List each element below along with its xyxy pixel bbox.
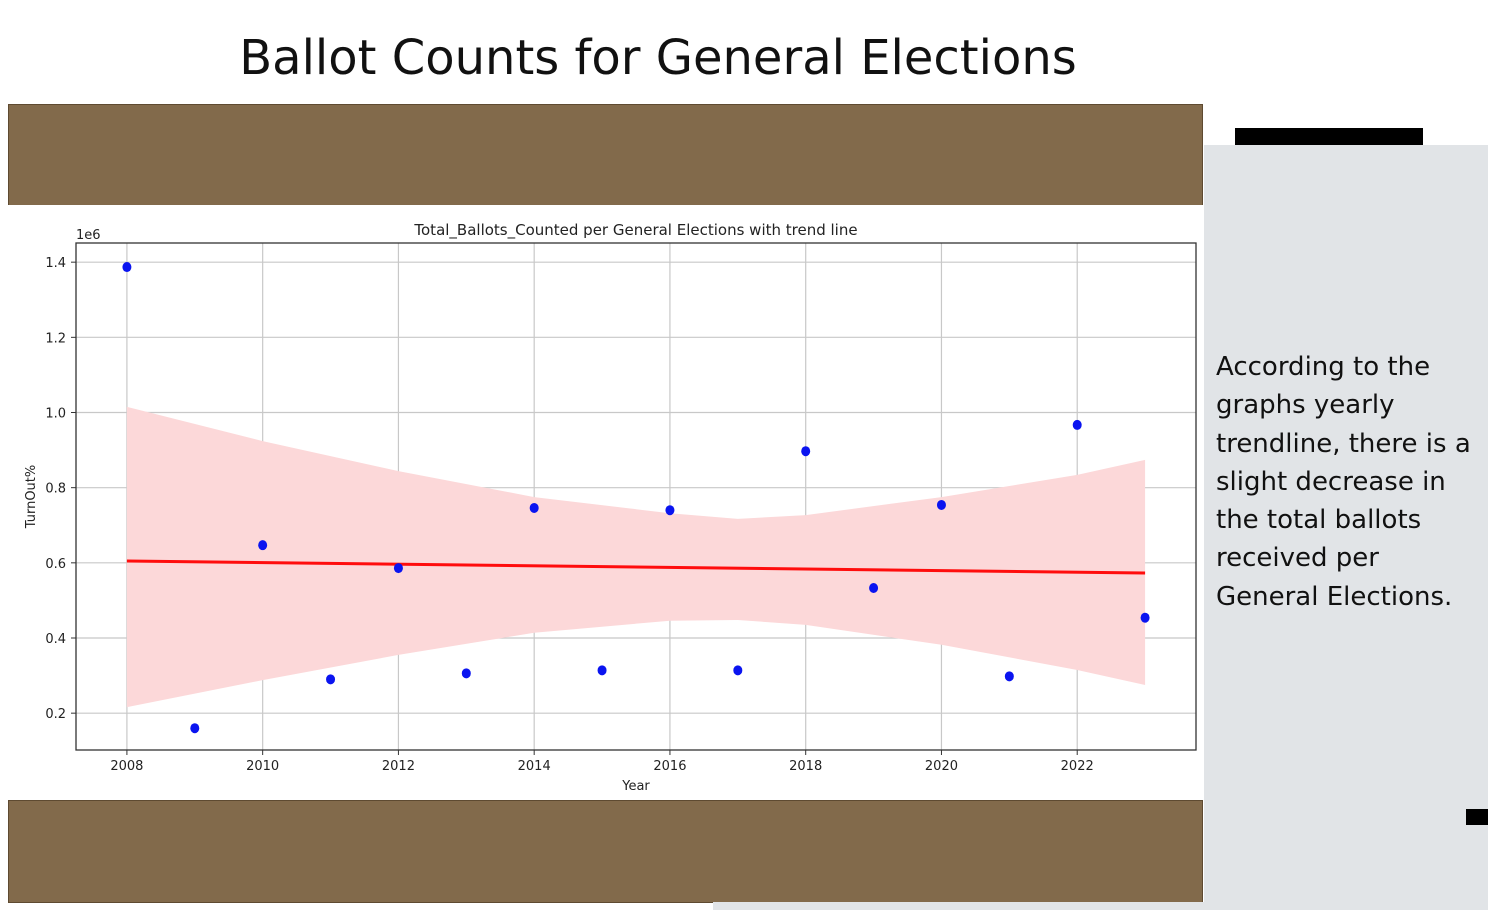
data-point <box>258 540 268 551</box>
y-tick-label: 1.4 <box>45 256 66 271</box>
data-point <box>1140 612 1150 623</box>
data-point <box>190 723 200 734</box>
decorative-bar <box>1235 128 1423 145</box>
x-tick-label: 2022 <box>1061 759 1094 774</box>
x-tick-label: 2018 <box>789 759 822 774</box>
data-point <box>1072 419 1082 430</box>
data-point <box>597 665 607 676</box>
x-tick-label: 2012 <box>382 759 415 774</box>
x-tick-label: 2016 <box>653 759 686 774</box>
chart-image: 2008 2010 2012 2014 2016 2018 2020 2022 0.2 0.4 0.… <box>8 205 1203 800</box>
data-point <box>869 583 879 594</box>
y-tick-label: 0.4 <box>45 632 66 647</box>
scatter-chart: 2008 2010 2012 2014 2016 2018 2020 2022 0.2 0.4 0.… <box>24 221 1197 794</box>
y-tick-label: 0.8 <box>45 482 66 497</box>
data-point <box>936 499 946 510</box>
axes-frame <box>75 242 1197 751</box>
y-tick-label: 0.6 <box>45 557 66 572</box>
data-points <box>122 262 1150 734</box>
data-point <box>665 505 675 516</box>
data-point <box>122 262 132 273</box>
data-point <box>529 502 539 513</box>
x-tick-label: 2010 <box>246 759 279 774</box>
x-tick-label: 2008 <box>110 759 143 774</box>
ticks: 2008 2010 2012 2014 2016 2018 2020 2022 0.2 0.4 0.… <box>45 256 1093 774</box>
data-point <box>393 563 403 574</box>
y-tick-label: 1.0 <box>45 407 66 422</box>
decorative-band-top <box>8 104 1203 206</box>
trend-line <box>126 559 1146 575</box>
slide-title: Ballot Counts for General Elections <box>239 30 1077 86</box>
side-panel <box>1204 145 1488 910</box>
y-tick-label: 1.2 <box>45 331 66 346</box>
y-axis-label: TurnOut% <box>24 465 39 529</box>
y-offset-label: 1e6 <box>76 228 101 243</box>
data-point <box>733 665 743 676</box>
decorative-strip <box>713 902 1204 910</box>
data-point <box>326 674 336 685</box>
x-tick-label: 2014 <box>518 759 551 774</box>
x-axis-label: Year <box>621 779 650 794</box>
decorative-bar-small <box>1466 809 1488 825</box>
data-point <box>461 668 471 679</box>
decorative-band-bottom <box>8 800 1203 903</box>
data-point <box>801 446 811 457</box>
confidence-band <box>126 406 1146 708</box>
data-point <box>1004 671 1014 682</box>
x-tick-label: 2020 <box>925 759 958 774</box>
y-tick-label: 0.2 <box>45 707 66 722</box>
chart-title: Total_Ballots_Counted per General Electi… <box>413 221 857 240</box>
summary-text: According to the graphs yearly trendline… <box>1216 352 1471 612</box>
